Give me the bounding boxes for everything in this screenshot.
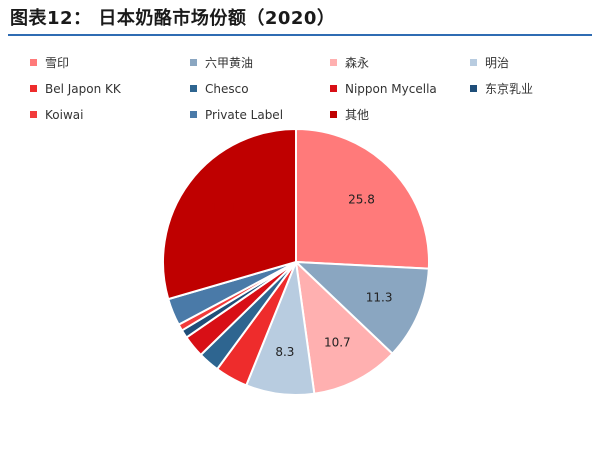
- legend: 雪印 六甲黄油 森永 明治 Bel Japon KK Chesco Nippon Mycel…: [30, 52, 590, 132]
- data-label: 8.3: [275, 345, 294, 359]
- legend-label: 东京乳业: [485, 82, 534, 96]
- legend-swatch: [470, 85, 477, 92]
- data-label: 10.7: [324, 336, 351, 350]
- legend-swatch: [190, 85, 197, 92]
- legend-swatch: [30, 85, 37, 92]
- legend-swatch: [330, 85, 337, 92]
- legend-item: 其他: [330, 104, 369, 126]
- pie-slice: [293, 260, 430, 356]
- legend-swatch: [30, 111, 37, 118]
- legend-item: 六甲黄油: [190, 52, 253, 74]
- legend-swatch: [30, 59, 37, 66]
- legend-label: 森永: [345, 56, 370, 70]
- legend-label: 雪印: [45, 56, 70, 70]
- pie-slice: [294, 259, 394, 395]
- legend-item: 雪印: [30, 52, 69, 74]
- legend-item: 森永: [330, 52, 369, 74]
- pie-slice: [295, 127, 430, 270]
- legend-item: Koiwai: [30, 104, 83, 126]
- legend-swatch: [330, 111, 337, 118]
- legend-item: Bel Japon KK: [30, 78, 121, 100]
- legend-label: Bel Japon KK: [45, 82, 121, 96]
- legend-swatch: [190, 111, 197, 118]
- pie-slice: [161, 127, 297, 301]
- chart-title: 图表12： 日本奶酪市场份额（2020）: [10, 8, 336, 29]
- legend-item: 东京乳业: [470, 78, 533, 100]
- data-label: 25.8: [348, 193, 375, 207]
- legend-label: Chesco: [205, 82, 249, 96]
- title-divider: [8, 34, 592, 36]
- legend-item: Private Label: [190, 104, 283, 126]
- legend-item: Chesco: [190, 78, 249, 100]
- legend-label: Koiwai: [45, 108, 84, 122]
- legend-label: 明治: [485, 56, 510, 70]
- legend-label: Nippon Mycella: [345, 82, 437, 96]
- legend-item: 明治: [470, 52, 509, 74]
- legend-item: Nippon Mycella: [330, 78, 437, 100]
- legend-swatch: [470, 59, 477, 66]
- legend-swatch: [330, 59, 337, 66]
- legend-label: 其他: [345, 108, 370, 122]
- legend-label: Private Label: [205, 108, 284, 122]
- legend-label: 六甲黄油: [205, 56, 254, 70]
- legend-swatch: [190, 59, 197, 66]
- data-label: 11.1: [210, 201, 237, 215]
- data-label: 11.3: [366, 291, 393, 305]
